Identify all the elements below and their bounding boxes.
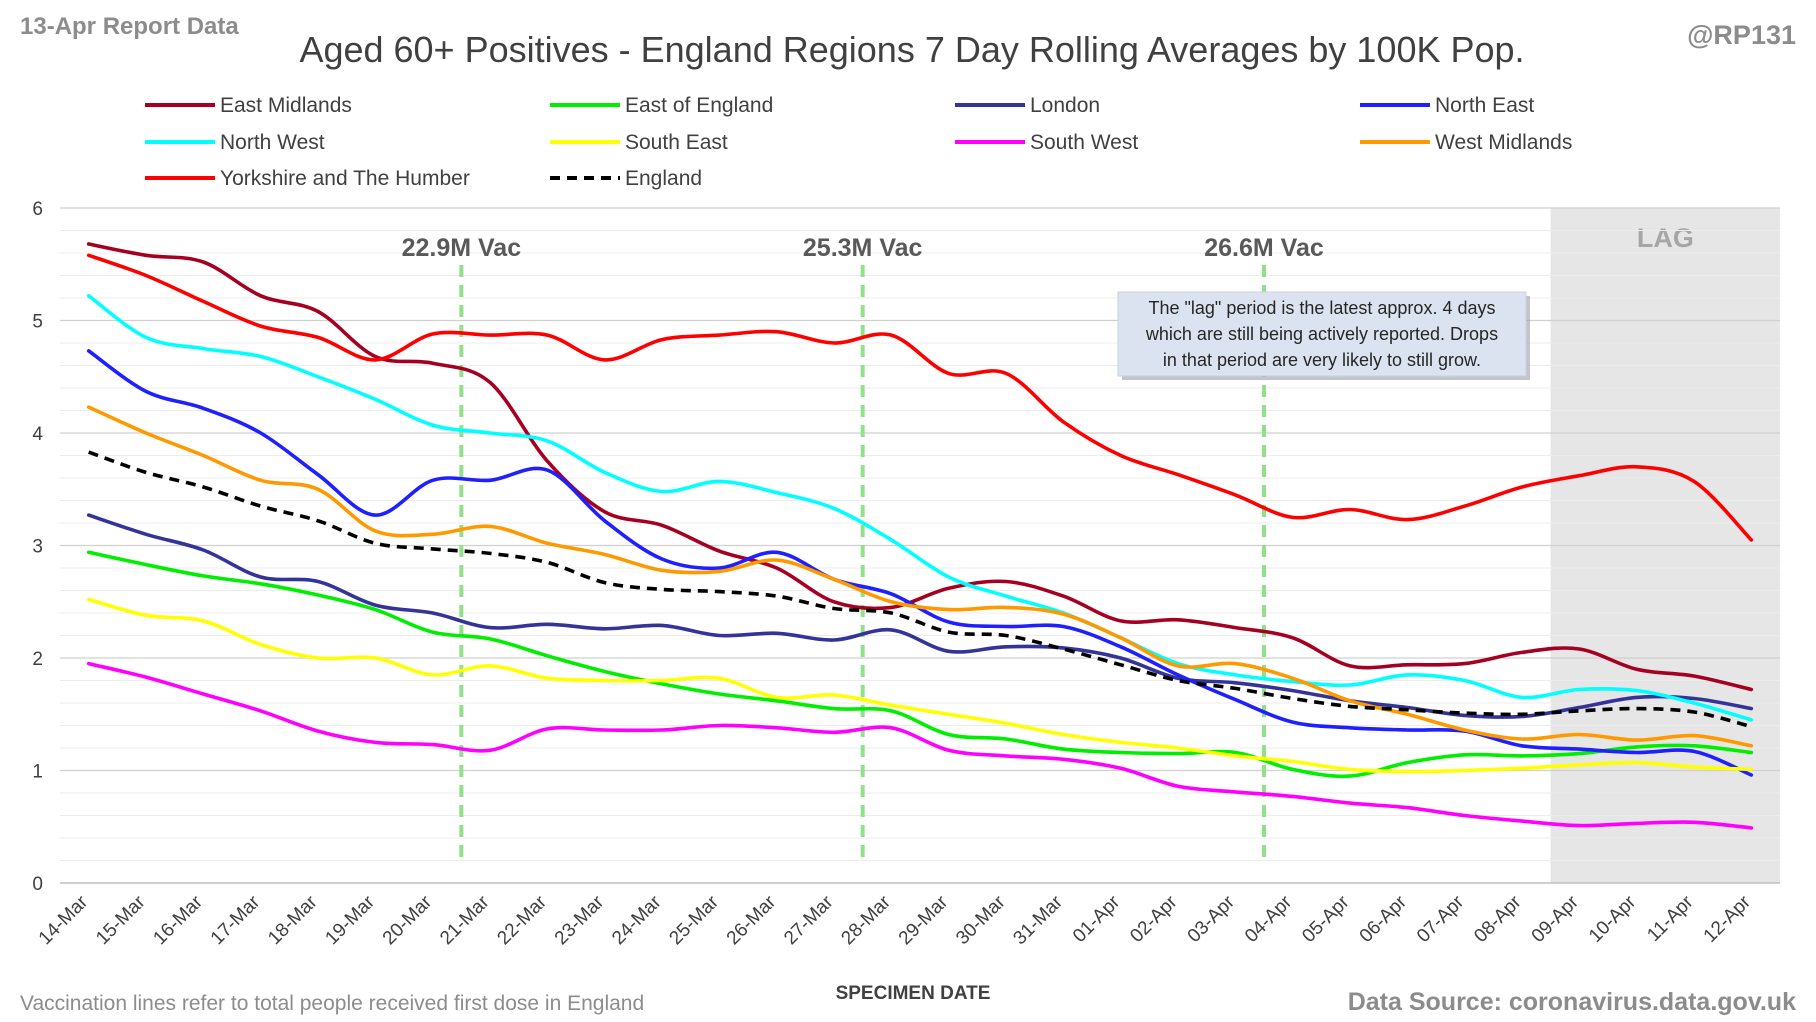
y-tick-label: 5 bbox=[32, 312, 43, 333]
legend-label-south-west: South West bbox=[1030, 131, 1138, 154]
data-source: Data Source: coronavirus.data.gov.uk bbox=[1348, 988, 1796, 1016]
y-tick-label: 0 bbox=[32, 874, 43, 895]
vaccination-label: 25.3M Vac bbox=[803, 234, 923, 262]
chart-title: Aged 60+ Positives - England Regions 7 D… bbox=[299, 29, 1524, 70]
vaccination-label: 22.9M Vac bbox=[402, 234, 522, 262]
annotation-box bbox=[1117, 291, 1527, 377]
series-line-england bbox=[88, 450, 1752, 729]
legend-label-london: London bbox=[1030, 94, 1100, 117]
series-line-west-midlands bbox=[86, 405, 1754, 748]
report-label: 13-Apr Report Data bbox=[20, 13, 239, 40]
annotation-text-line: The "lag" period is the latest approx. 4… bbox=[1149, 298, 1496, 318]
legend-label-yorkshire-and-the-humber: Yorkshire and The Humber bbox=[220, 167, 470, 190]
annotation-text-line: in that period are very likely to still … bbox=[1163, 350, 1481, 370]
legend-label-west-midlands: West Midlands bbox=[1435, 131, 1572, 154]
y-tick-label: 3 bbox=[32, 537, 43, 558]
author-handle: @RP131 bbox=[1687, 20, 1796, 50]
series-line-yorkshire-and-the-humber bbox=[86, 253, 1754, 542]
y-tick-label: 6 bbox=[32, 199, 43, 220]
y-tick-label: 2 bbox=[32, 649, 43, 670]
legend-label-north-east: North East bbox=[1435, 94, 1534, 117]
y-tick-label: 1 bbox=[32, 762, 43, 783]
x-axis-title: SPECIMEN DATE bbox=[836, 983, 991, 1004]
vaccination-label: 26.6M Vac bbox=[1204, 234, 1324, 262]
series-line-east-of-england bbox=[86, 550, 1754, 779]
annotation-text-line: which are still being actively reported.… bbox=[1145, 324, 1498, 344]
footer-note: Vaccination lines refer to total people … bbox=[20, 992, 644, 1015]
legend-label-south-east: South East bbox=[625, 131, 728, 154]
y-tick-label: 4 bbox=[32, 424, 43, 445]
legend-label-north-west: North West bbox=[220, 131, 325, 154]
series-line-south-west bbox=[86, 661, 1754, 830]
legend-label-east-of-england: East of England bbox=[625, 94, 773, 117]
series-line-london bbox=[86, 513, 1754, 719]
legend-label-england: England bbox=[625, 167, 702, 190]
series-line-north-west bbox=[86, 294, 1754, 722]
legend-label-east-midlands: East Midlands bbox=[220, 94, 352, 117]
series-line-south-east bbox=[86, 597, 1754, 774]
lag-label: LAG bbox=[1637, 223, 1694, 253]
